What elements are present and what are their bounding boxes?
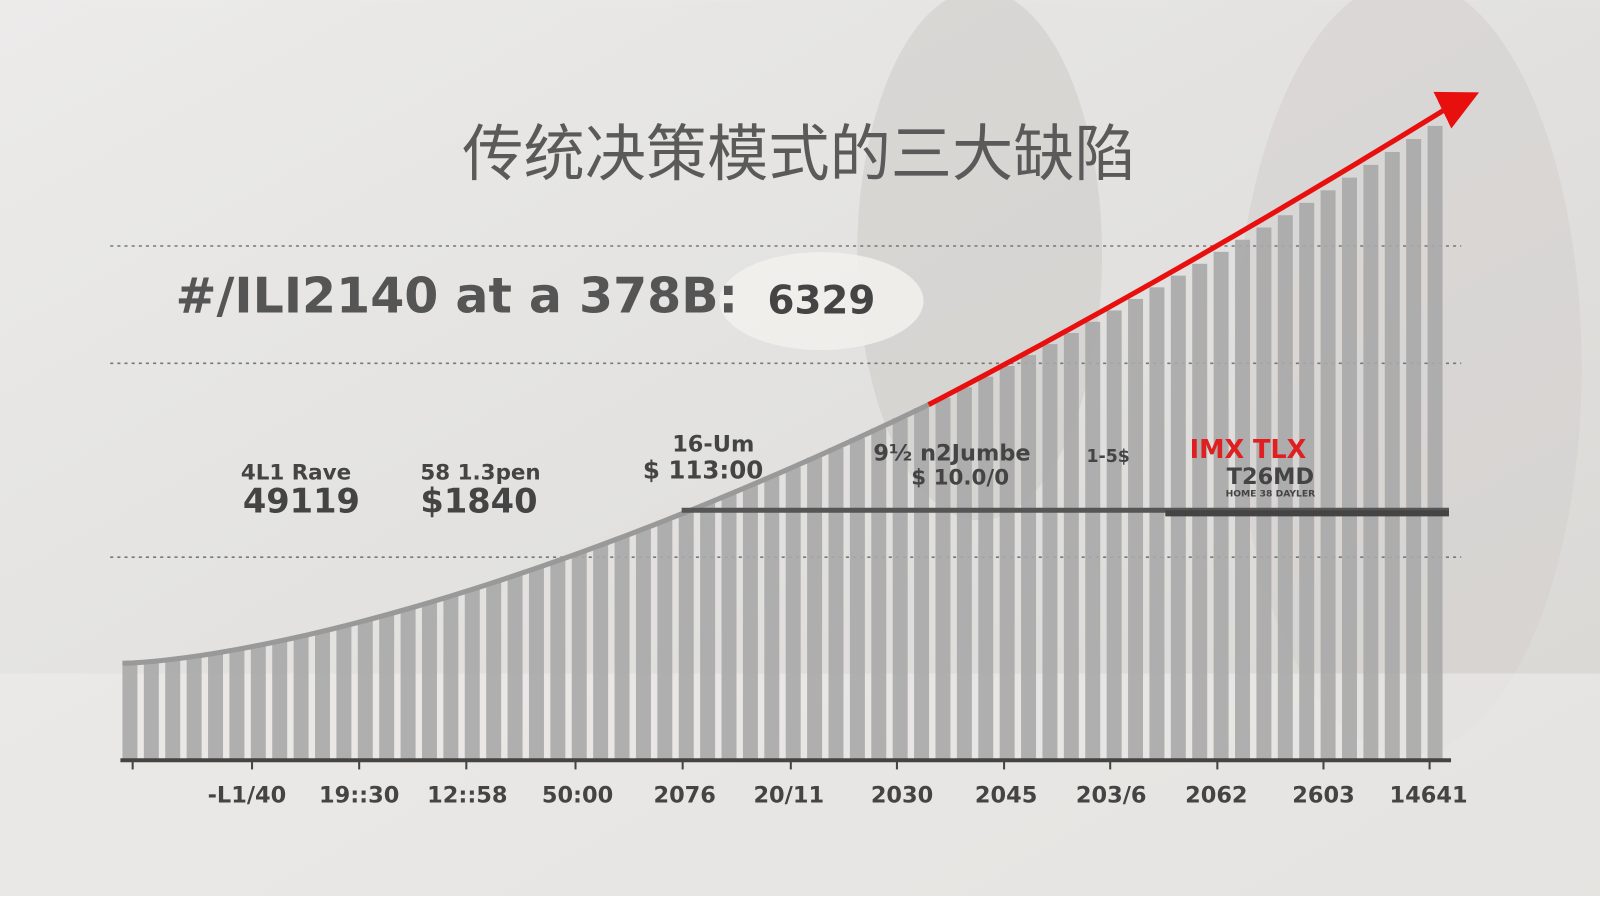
bar xyxy=(1170,275,1186,761)
value-bubble xyxy=(719,252,924,351)
bar xyxy=(165,659,181,761)
bar xyxy=(1299,202,1315,761)
bar xyxy=(892,418,908,761)
bar xyxy=(1256,227,1272,761)
bar xyxy=(1106,310,1122,761)
bar xyxy=(400,608,416,761)
bar xyxy=(336,626,352,761)
callout-label: 1-5$ xyxy=(1086,447,1129,467)
x-label: 50:00 xyxy=(542,782,613,808)
x-label: 2030 xyxy=(871,782,933,808)
bar xyxy=(272,641,288,761)
x-axis: -L1/40 19::30 12::58 50:00 2076 20/11 2030 2045… xyxy=(131,760,1468,808)
callout-label: 4L1 Rave xyxy=(241,461,351,486)
bar xyxy=(785,467,801,761)
x-label: 19::30 xyxy=(319,782,399,808)
bar xyxy=(379,614,395,761)
bar xyxy=(122,663,138,761)
bar xyxy=(807,457,823,761)
bar xyxy=(1427,125,1443,761)
bar xyxy=(914,408,930,761)
x-label: 14641 xyxy=(1390,782,1468,808)
bar xyxy=(250,645,266,761)
bar xyxy=(421,602,437,761)
bar xyxy=(700,503,716,761)
headline: #/ILI2140 at a 378B: xyxy=(176,268,739,325)
bar xyxy=(1363,164,1379,761)
callout-label: 9½ n2Jumbe xyxy=(873,441,1030,467)
bar xyxy=(742,485,758,761)
callout-value: $1840 xyxy=(420,482,537,521)
title: 传统决策模式的三大缺陷 xyxy=(462,119,1135,190)
bar xyxy=(871,428,887,761)
bar xyxy=(1320,190,1336,761)
bar xyxy=(507,575,523,761)
x-label: 203/6 xyxy=(1076,782,1147,808)
bar xyxy=(657,520,673,761)
bar xyxy=(528,568,544,761)
bar xyxy=(357,620,373,761)
x-label: 2062 xyxy=(1185,782,1247,808)
trend-arrow xyxy=(927,91,1480,407)
bar xyxy=(1085,321,1101,761)
bar xyxy=(1384,152,1400,761)
headline-value: 6329 xyxy=(767,279,875,324)
bar xyxy=(571,552,587,761)
bar xyxy=(143,661,159,761)
callout-value: $ 113:00 xyxy=(643,455,763,484)
bar xyxy=(593,545,609,761)
bar xyxy=(1277,215,1293,761)
bar xyxy=(956,387,972,761)
bar xyxy=(764,476,780,761)
callout-label: IMX TLX xyxy=(1190,435,1307,465)
bar xyxy=(1213,251,1229,761)
bar xyxy=(186,656,202,761)
curve-outline xyxy=(122,402,930,666)
bar xyxy=(1042,344,1058,761)
bar xyxy=(1342,177,1357,761)
bar xyxy=(935,397,951,761)
bar xyxy=(208,653,224,761)
bar xyxy=(293,636,309,761)
bar xyxy=(828,447,844,761)
callout-label: 16-Um xyxy=(672,431,754,457)
bar xyxy=(486,582,502,761)
bar xyxy=(614,537,630,761)
x-label: 20/11 xyxy=(753,782,824,808)
bar xyxy=(635,528,651,761)
x-label: 2603 xyxy=(1292,782,1354,808)
callout-value: T26MD xyxy=(1227,464,1314,490)
bar xyxy=(999,365,1015,761)
bg-shape xyxy=(857,0,1103,521)
bar xyxy=(315,631,330,761)
bar xyxy=(1063,333,1079,761)
callout-value: 49119 xyxy=(243,482,360,521)
bar xyxy=(849,438,865,761)
callouts: 4L1 Rave 49119 58 1.3pen $1840 16-Um $ 1… xyxy=(241,431,1315,520)
bar xyxy=(229,649,245,761)
bar xyxy=(1235,239,1250,761)
callout-value: $ 10.0/0 xyxy=(911,466,1009,491)
callout-note: HOME 38 DAYLER xyxy=(1226,488,1316,499)
bar xyxy=(1021,355,1037,761)
bar xyxy=(1406,139,1422,761)
bars xyxy=(122,125,1443,761)
bar xyxy=(978,376,994,761)
bar xyxy=(678,512,694,761)
bar xyxy=(443,596,459,761)
x-label: 2045 xyxy=(975,782,1037,808)
x-label: 2076 xyxy=(653,782,715,808)
bar xyxy=(1149,287,1165,761)
x-label: -L1/40 xyxy=(208,782,287,808)
callout-label: 58 1.3pen xyxy=(420,461,540,486)
bar xyxy=(550,560,566,761)
bar xyxy=(721,494,737,761)
x-label: 12::58 xyxy=(427,782,507,808)
bar xyxy=(464,589,480,761)
bar xyxy=(1128,298,1144,761)
